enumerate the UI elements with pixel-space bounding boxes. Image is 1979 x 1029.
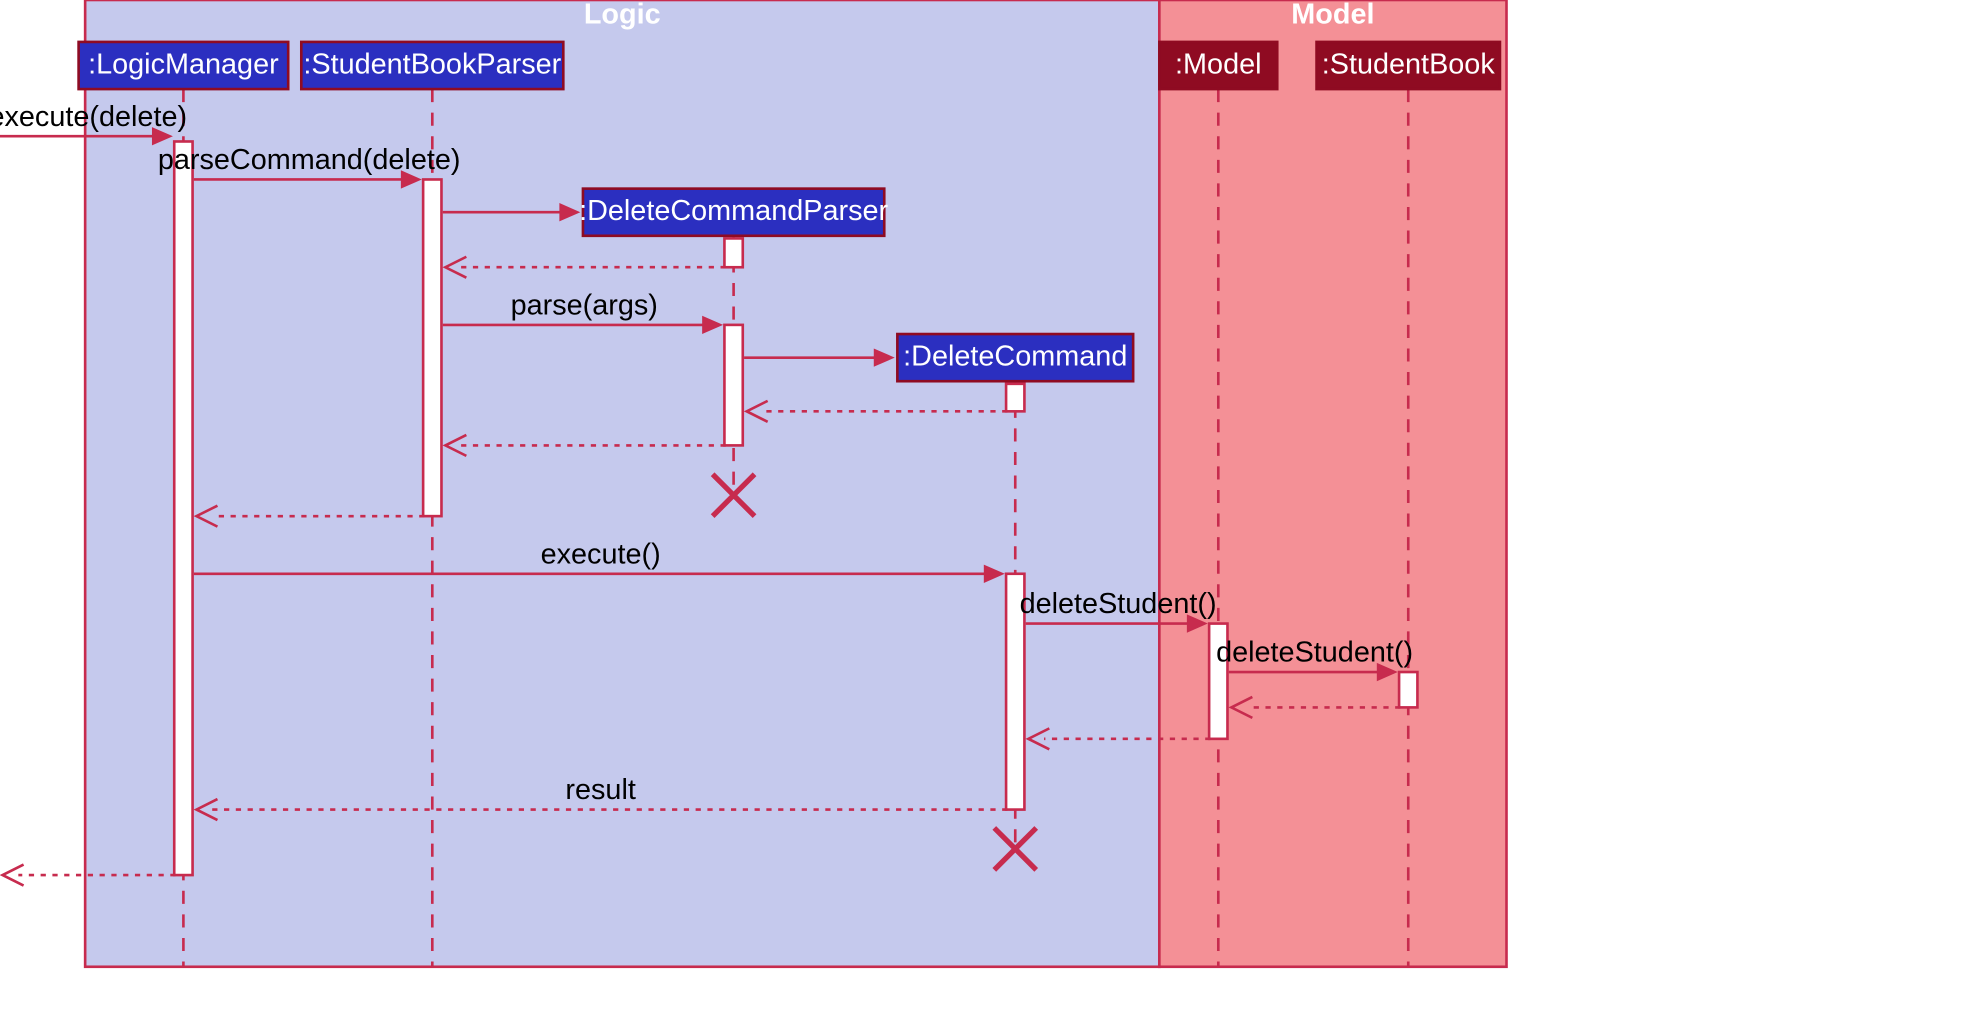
frame-label-model: Model — [1291, 0, 1374, 31]
message-label-4: parse(args) — [511, 289, 658, 321]
message-label-14: result — [565, 774, 635, 806]
participant-label-dcParser: :DeleteCommandParser — [579, 195, 888, 227]
activation-logicManager-0 — [174, 141, 192, 875]
frame-model — [1159, 0, 1506, 967]
frame-label-logic: Logic — [584, 0, 661, 31]
participant-label-logicManager: :LogicManager — [88, 48, 279, 80]
message-label-1: parseCommand(delete) — [158, 144, 461, 176]
participant-label-model: :Model — [1175, 48, 1261, 80]
participant-label-sbParser: :StudentBookParser — [303, 48, 561, 80]
activation-dcParser-2 — [724, 238, 742, 267]
activation-deleteCommand-4 — [1006, 384, 1024, 412]
message-label-11: deleteStudent() — [1216, 637, 1413, 669]
message-label-9: execute() — [541, 538, 661, 570]
participant-label-studentBook: :StudentBook — [1322, 48, 1496, 80]
activation-studentBook-7 — [1399, 672, 1417, 707]
message-label-10: deleteStudent() — [1020, 588, 1217, 620]
participant-label-deleteCommand: :DeleteCommand — [903, 340, 1127, 372]
activation-dcParser-3 — [724, 325, 742, 446]
message-label-0: execute(delete) — [0, 101, 187, 133]
sequence-diagram-root: Logic Model :LogicManager :StudentBookParse… — [0, 0, 1979, 1029]
activation-sbParser-1 — [423, 179, 441, 516]
